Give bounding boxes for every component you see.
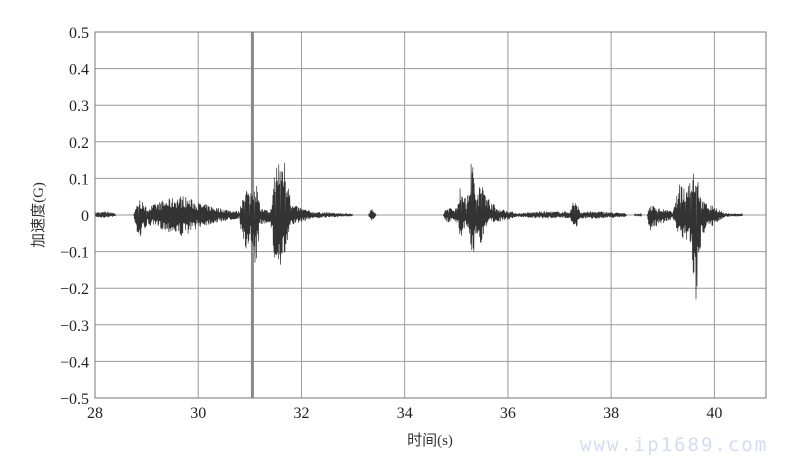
y-axis-label: 加速度(G)	[30, 182, 47, 248]
signal-burst	[646, 173, 743, 300]
signal-burst	[368, 209, 377, 221]
signal-burst	[443, 163, 627, 252]
signal-series	[94, 32, 743, 398]
x-tick-label: 38	[603, 405, 619, 422]
signal-burst	[634, 213, 643, 218]
plot-frame	[94, 31, 767, 399]
y-tick-label: −0.4	[60, 354, 89, 371]
signal-burst	[94, 211, 116, 218]
y-tick-label: −0.5	[60, 391, 89, 408]
y-tick-label: 0.4	[69, 62, 89, 79]
x-tick-label: 36	[500, 405, 516, 422]
axes: 0.5 0.4 0.3 0.2 0.1 0 −0.1 −0.2 −0.3 −0.4 −0.528 30…	[60, 25, 767, 422]
y-tick-label: 0.5	[69, 25, 89, 42]
y-tick-label: −0.1	[60, 245, 89, 262]
x-tick-label: 34	[397, 405, 413, 422]
y-tick-label: 0.2	[69, 135, 89, 152]
signal-burst	[133, 162, 354, 265]
x-tick-label: 32	[293, 405, 309, 422]
y-tick-label: −0.2	[60, 281, 89, 298]
y-tick-label: 0.3	[69, 98, 89, 115]
x-axis-label: 时间(s)	[407, 432, 453, 449]
watermark: www.ip1689.com	[580, 434, 769, 456]
y-tick-label: 0.1	[69, 171, 89, 188]
x-tick-label: 28	[87, 405, 103, 422]
y-tick-label: −0.3	[60, 318, 89, 335]
x-tick-label: 30	[190, 405, 206, 422]
x-tick-label: 40	[706, 405, 722, 422]
y-tick-label: 0	[81, 208, 89, 225]
